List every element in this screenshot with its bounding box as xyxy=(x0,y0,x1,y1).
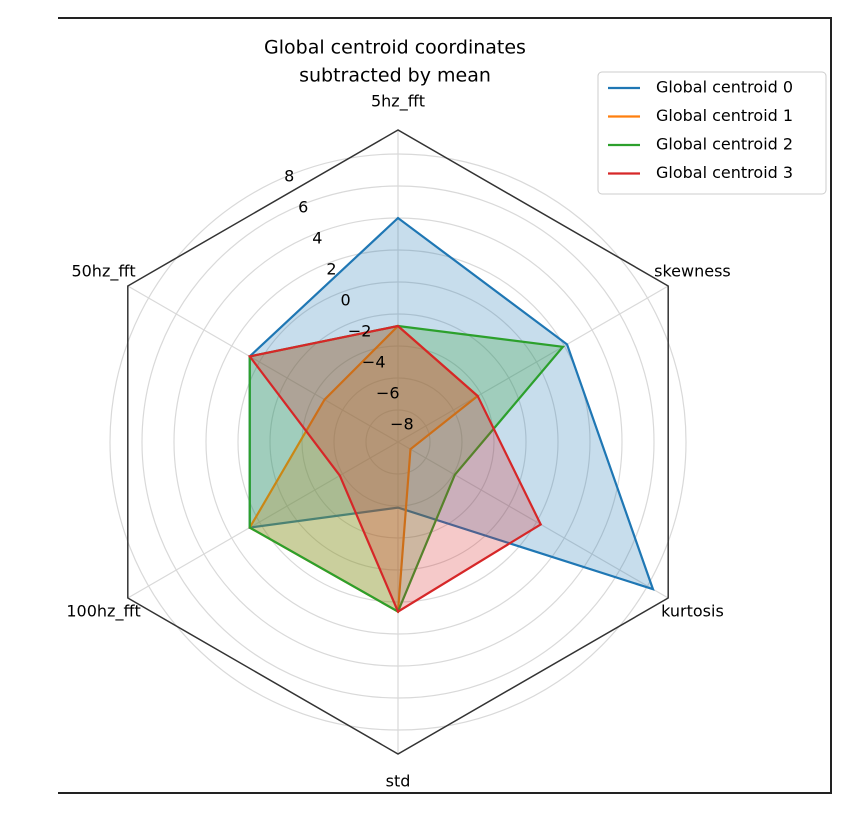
series-area xyxy=(249,326,541,612)
r-tick-label: 6 xyxy=(298,197,308,216)
category-label: skewness xyxy=(654,262,731,281)
spoke xyxy=(127,441,399,599)
r-tick-label: 4 xyxy=(312,228,322,247)
category-label: 100hz_fft xyxy=(66,602,140,622)
r-tick-label: 2 xyxy=(326,259,336,278)
chart-title: Global centroid coordinates xyxy=(264,37,526,59)
r-tick-label: −4 xyxy=(362,352,386,371)
radar-frame xyxy=(127,129,669,755)
category-label: kurtosis xyxy=(661,602,724,621)
figure-border xyxy=(58,17,832,794)
legend-label: Global centroid 3 xyxy=(656,163,793,182)
chart-title: subtracted by mean xyxy=(299,65,491,87)
legend-label: Global centroid 1 xyxy=(656,106,793,125)
r-tick-label: −8 xyxy=(390,414,414,433)
legend-box xyxy=(597,71,827,195)
r-tick-label: 8 xyxy=(284,166,294,185)
legend-label: Global centroid 0 xyxy=(656,78,793,97)
r-tick-label: 0 xyxy=(340,290,350,309)
series-line xyxy=(247,324,543,614)
series-area xyxy=(249,326,478,612)
category-label: 5hz_fft xyxy=(371,92,425,112)
spoke xyxy=(397,285,669,443)
category-label: 50hz_fft xyxy=(71,262,135,282)
category-label: std xyxy=(386,772,411,791)
series-area xyxy=(249,218,653,590)
spoke xyxy=(127,285,399,443)
r-tick-label: −2 xyxy=(348,321,372,340)
spoke xyxy=(397,441,669,599)
legend-label: Global centroid 2 xyxy=(656,135,793,154)
r-tick-label: −6 xyxy=(376,383,400,402)
series-area xyxy=(249,326,563,612)
legend: Global centroid 0 Global centroid 1 Global… xyxy=(597,71,827,195)
